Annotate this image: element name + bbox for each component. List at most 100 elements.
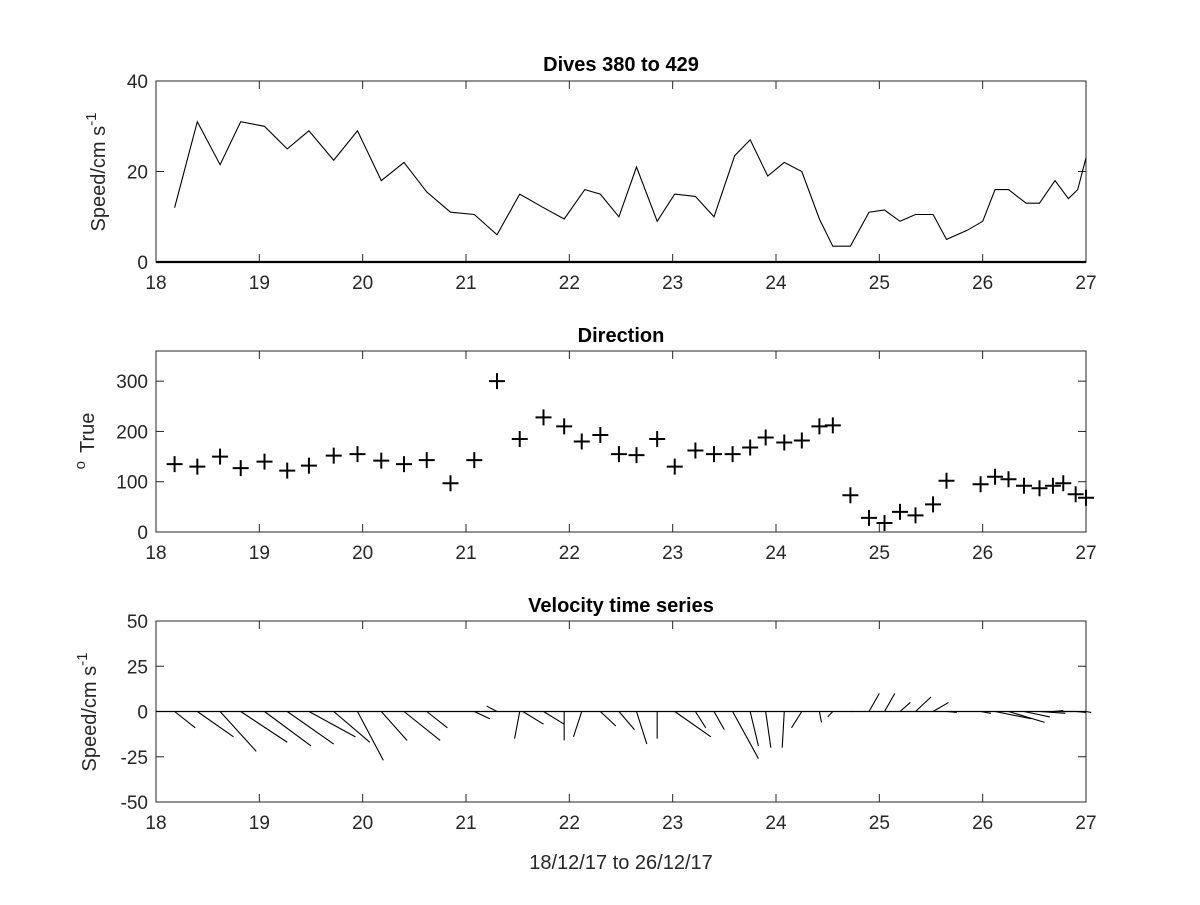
direction-subplot: Direction oTrue 18 19 20 21 22 23 24 25 26 27 0 100… bbox=[72, 325, 1097, 564]
speed-xtick-label: 19 bbox=[249, 273, 270, 294]
speed-ytick-label: 20 bbox=[127, 163, 148, 184]
direction-point bbox=[925, 496, 942, 513]
velocity-xtick-label: 21 bbox=[455, 813, 476, 834]
velocity-vector bbox=[333, 711, 371, 743]
speed-xtick-label: 18 bbox=[145, 273, 166, 294]
velocity-vector bbox=[403, 711, 441, 741]
direction-xtick-label: 25 bbox=[869, 543, 890, 564]
direction-point bbox=[842, 487, 859, 504]
velocity-vector bbox=[308, 711, 356, 738]
velocity-vector bbox=[899, 702, 911, 712]
velocity-vector bbox=[946, 710, 957, 713]
velocity-vector bbox=[915, 696, 932, 712]
direction-point bbox=[212, 448, 229, 465]
direction-point bbox=[776, 434, 793, 451]
direction-ytick-label: 100 bbox=[116, 473, 148, 494]
velocity-vector bbox=[1023, 710, 1050, 718]
direction-point bbox=[649, 430, 666, 447]
velocity-xtick-label: 25 bbox=[869, 813, 890, 834]
speed-ytick-label: 40 bbox=[127, 72, 148, 93]
velocity-vector bbox=[818, 711, 823, 723]
velocity-ylabel: Speed/cm s-1 bbox=[74, 653, 101, 772]
direction-xtick-label: 26 bbox=[972, 543, 993, 564]
velocity-vector bbox=[713, 711, 725, 730]
speed-ylabel: Speed/cm s-1 bbox=[83, 113, 110, 232]
velocity-ytick-label: -50 bbox=[121, 793, 148, 814]
direction-point bbox=[1078, 489, 1094, 506]
velocity-vector bbox=[286, 711, 335, 745]
velocity-vector bbox=[599, 711, 617, 727]
direction-point bbox=[511, 430, 528, 447]
velocity-vector bbox=[486, 705, 498, 712]
speed-xtick-label: 25 bbox=[869, 273, 890, 294]
direction-point bbox=[325, 447, 342, 464]
direction-point bbox=[592, 426, 609, 443]
velocity-vector bbox=[980, 710, 992, 714]
direction-xtick-label: 19 bbox=[249, 543, 270, 564]
speed-axes-box bbox=[155, 80, 1087, 263]
velocity-vector bbox=[674, 711, 712, 738]
velocity-vector bbox=[791, 711, 803, 729]
velocity-vector bbox=[1052, 710, 1064, 713]
speed-xtick-label: 23 bbox=[662, 273, 683, 294]
direction-point bbox=[489, 373, 505, 390]
velocity-xtick-label: 19 bbox=[249, 813, 270, 834]
direction-point bbox=[189, 458, 206, 475]
speed-xtick-label: 22 bbox=[559, 273, 580, 294]
speed-ytick-label: 0 bbox=[137, 253, 148, 274]
speed-subplot: Dives 380 to 429 Speed/cm s-1 18 19 20 21 22… bbox=[83, 54, 1097, 294]
velocity-xtick-label: 24 bbox=[765, 813, 787, 834]
velocity-subplot: Velocity time series Speed/cm s-1 18/12/… bbox=[74, 595, 1097, 874]
velocity-vector bbox=[781, 711, 785, 748]
direction-point bbox=[938, 472, 955, 489]
velocity-ytick-label: 0 bbox=[137, 703, 148, 724]
direction-point bbox=[442, 475, 459, 492]
direction-point bbox=[972, 476, 989, 493]
velocity-xtick-label: 26 bbox=[972, 813, 993, 834]
direction-xtick-label: 27 bbox=[1075, 543, 1096, 564]
velocity-vector bbox=[932, 701, 949, 712]
direction-point bbox=[300, 457, 317, 474]
direction-point bbox=[535, 409, 552, 426]
velocity-vector bbox=[1075, 710, 1087, 713]
direction-point bbox=[876, 514, 893, 531]
speed-xtick-label: 26 bbox=[972, 273, 993, 294]
velocity-vector bbox=[197, 711, 234, 738]
direction-point bbox=[1016, 477, 1032, 494]
direction-xtick-label: 21 bbox=[455, 543, 476, 564]
direction-point bbox=[466, 452, 483, 469]
direction-point bbox=[666, 458, 683, 475]
direction-xtick-label: 20 bbox=[352, 543, 373, 564]
speed-xtick-label: 21 bbox=[455, 273, 476, 294]
velocity-vector bbox=[357, 711, 384, 761]
speed-xtick-label: 24 bbox=[765, 273, 787, 294]
velocity-xtick-label: 23 bbox=[662, 813, 683, 834]
velocity-vector bbox=[474, 711, 490, 720]
velocity-vector bbox=[1008, 710, 1045, 723]
velocity-xtick-label: 18 bbox=[145, 813, 166, 834]
direction-ytick-label: 300 bbox=[116, 372, 148, 393]
direction-point bbox=[1031, 480, 1048, 497]
velocity-vector bbox=[994, 710, 1032, 720]
velocity-vector bbox=[572, 711, 583, 738]
velocity-vector bbox=[635, 711, 648, 745]
velocity-vector bbox=[522, 711, 544, 725]
direction-point bbox=[824, 417, 841, 434]
velocity-vector bbox=[219, 711, 257, 752]
velocity-vector bbox=[732, 711, 759, 759]
direction-point bbox=[793, 432, 810, 449]
velocity-vector bbox=[380, 711, 408, 741]
direction-point bbox=[724, 446, 741, 463]
velocity-vector bbox=[1085, 710, 1092, 713]
velocity-vector bbox=[514, 711, 521, 739]
direction-point bbox=[1000, 471, 1017, 488]
direction-ytick-label: 200 bbox=[116, 422, 148, 443]
speed-series-line bbox=[174, 120, 1087, 247]
velocity-ytick-label: 25 bbox=[127, 657, 148, 678]
direction-point bbox=[573, 433, 590, 450]
velocity-xlabel: 18/12/17 to 26/12/17 bbox=[529, 852, 713, 874]
velocity-xtick-label: 20 bbox=[352, 813, 373, 834]
speed-xtick-label: 27 bbox=[1075, 273, 1096, 294]
velocity-xtick-label: 22 bbox=[559, 813, 580, 834]
